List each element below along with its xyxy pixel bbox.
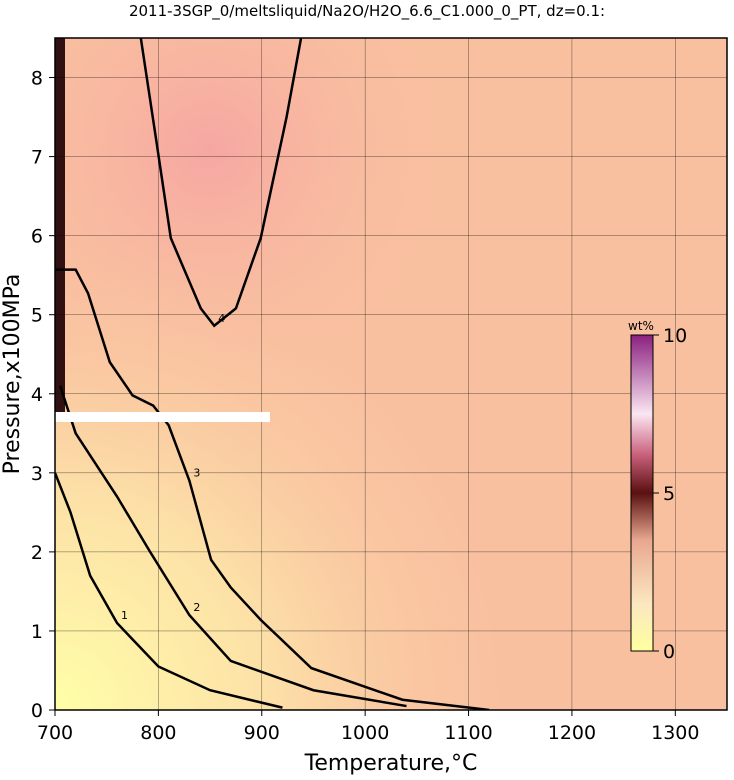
heatmap (55, 38, 727, 710)
x-tick-label: 1000 (341, 722, 389, 744)
x-tick-label: 800 (140, 722, 176, 744)
y-tick-label: 5 (31, 305, 43, 327)
y-tick-label: 0 (31, 700, 43, 722)
y-tick-label: 1 (31, 621, 43, 643)
y-axis-label: Pressure,x100MPa (0, 274, 25, 475)
chart-title: 2011-3SGP_0/meltsliquid/Na2O/H2O_6.6_C1.… (129, 2, 605, 21)
plot-frame (54, 37, 728, 711)
colorbar-tick-label: 5 (663, 483, 675, 505)
x-tick-label: 1200 (548, 722, 596, 744)
missing-band (55, 412, 270, 422)
contour-label: 4 (218, 312, 225, 325)
contour-label: 1 (121, 609, 128, 622)
contour-label: 3 (193, 467, 200, 480)
x-tick-label: 900 (244, 722, 280, 744)
x-tick-label: 1300 (651, 722, 699, 744)
contour-line (58, 385, 407, 708)
y-tick-label: 8 (31, 68, 43, 90)
colorbar-label: wt% (628, 319, 654, 333)
colorbar-tick-label: 0 (663, 641, 675, 663)
y-tick-label: 6 (31, 226, 43, 248)
y-tick-label: 2 (31, 542, 43, 564)
contour-line (55, 268, 490, 710)
colorbar (630, 334, 654, 652)
colorbar-tick-label: 10 (663, 325, 687, 347)
y-tick-label: 3 (31, 463, 43, 485)
contour-line (139, 38, 303, 328)
y-tick-label: 4 (31, 384, 43, 406)
x-axis-label: Temperature,°C (304, 751, 478, 776)
contour-line (55, 472, 283, 709)
x-tick-label: 1100 (444, 722, 492, 744)
x-tick-label: 700 (37, 722, 73, 744)
y-tick-label: 7 (31, 147, 43, 169)
contours: 1 2 3 4 (55, 38, 490, 710)
contour-label: 2 (193, 601, 200, 614)
